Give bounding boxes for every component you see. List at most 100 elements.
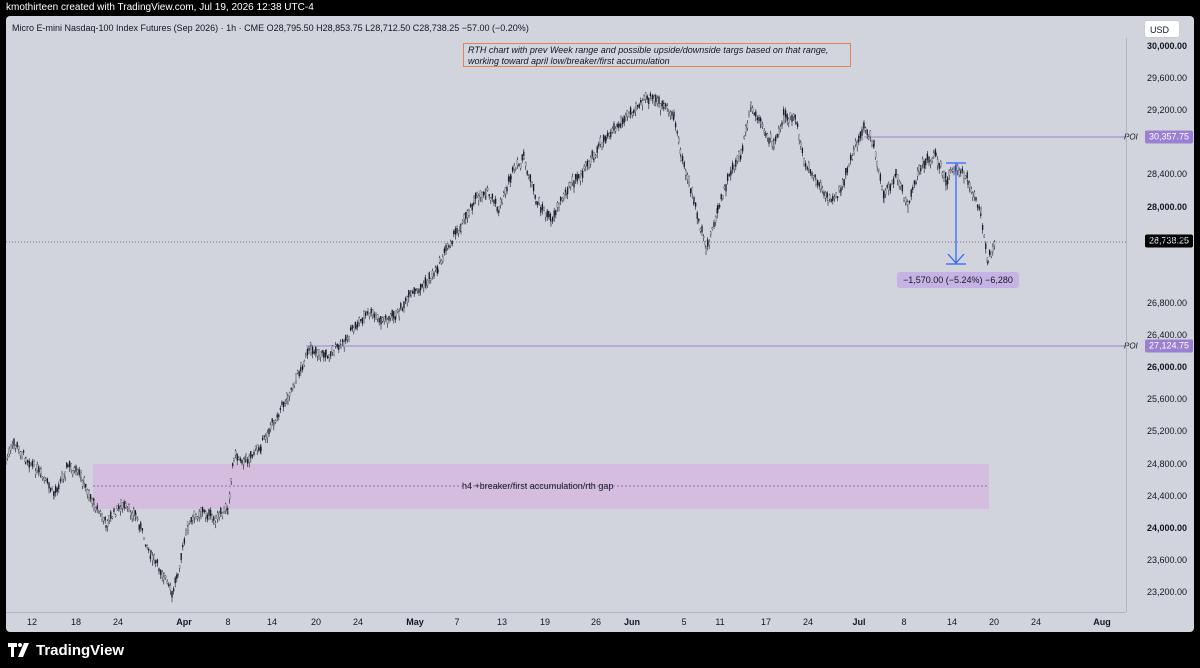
candle-body xyxy=(256,444,258,451)
candle-body xyxy=(183,538,186,544)
candle-body xyxy=(646,95,648,100)
chart-panel[interactable]: Micro E-mini Nasdaq-100 Index Futures (S… xyxy=(6,16,1194,632)
candle-body xyxy=(720,194,722,200)
candle-body xyxy=(51,486,53,489)
candle-body xyxy=(300,362,302,368)
candle-body xyxy=(232,463,234,467)
candle-body xyxy=(227,509,229,513)
candle-body xyxy=(363,311,365,319)
candle-body xyxy=(169,585,172,591)
candle-body xyxy=(246,459,249,464)
candle-body xyxy=(341,339,344,343)
candle-body xyxy=(241,459,243,464)
candle-body xyxy=(800,141,802,147)
candle-body xyxy=(11,443,14,446)
candle-body xyxy=(506,186,508,192)
candle-body xyxy=(745,125,747,133)
footer-bar: TradingView xyxy=(0,632,1200,668)
candle-body xyxy=(266,432,269,438)
price-chart[interactable] xyxy=(6,16,1194,632)
candle-body xyxy=(585,162,587,167)
candle-body xyxy=(234,450,237,456)
candle-body xyxy=(529,174,532,182)
candle-body xyxy=(86,489,89,495)
candle-body xyxy=(36,464,38,471)
candle-body xyxy=(655,95,657,102)
candle-body xyxy=(696,212,698,219)
candle-body xyxy=(861,129,863,136)
time-axis[interactable]: 12 18 24 Apr 8 14 20 24 May 7 13 19 26 Jun 5 11 17 24 Jul 8… xyxy=(6,612,1126,632)
candle-body xyxy=(809,169,812,174)
candle-body xyxy=(668,111,670,114)
price-tick-label: 24,400.00 xyxy=(1146,490,1187,501)
candle-body xyxy=(848,163,850,167)
candle-body xyxy=(526,170,528,175)
poi-lower-text: POI xyxy=(1124,341,1138,351)
annotation-note[interactable]: RTH chart with prev Week range and possi… xyxy=(463,43,851,67)
candle-body xyxy=(827,200,829,203)
candle-body xyxy=(211,514,213,520)
candle-body xyxy=(661,101,663,107)
candle-body xyxy=(123,501,125,508)
candle-body xyxy=(468,210,470,216)
candle-body xyxy=(524,161,527,167)
candle-body xyxy=(313,351,315,354)
candle-body xyxy=(276,414,278,418)
candle-body xyxy=(945,179,947,186)
candle-body xyxy=(735,160,737,167)
candle-body xyxy=(481,192,483,199)
candle-body xyxy=(658,96,660,104)
candle-body xyxy=(738,151,740,158)
candle-body xyxy=(53,491,55,496)
candle-body xyxy=(988,249,991,255)
price-axis[interactable]: 30,357.75 28,738.25 27,124.75 31,600.003… xyxy=(1126,38,1194,612)
candle-body xyxy=(644,92,647,100)
candle-body xyxy=(568,182,570,187)
candle-body xyxy=(538,197,540,204)
candle-body xyxy=(543,207,545,211)
candle-body xyxy=(442,256,444,262)
candle-body xyxy=(308,347,310,351)
candle-body xyxy=(456,228,458,234)
time-tick-label: 20 xyxy=(988,617,1000,627)
candle-body xyxy=(625,113,627,118)
candle-body xyxy=(933,152,935,157)
candle-body xyxy=(876,160,878,167)
candle-body xyxy=(385,315,387,320)
price-tick-label: 26,800.00 xyxy=(1146,297,1187,308)
candle-body xyxy=(835,192,837,197)
candle-body xyxy=(760,120,762,125)
candle-body xyxy=(946,177,949,185)
candle-body xyxy=(725,184,727,192)
candle-body xyxy=(290,387,292,390)
candle-body xyxy=(345,335,347,342)
candle-body xyxy=(6,457,7,463)
tradingview-logo[interactable]: TradingView xyxy=(8,640,124,660)
candle-body xyxy=(129,511,132,516)
candle-body xyxy=(570,182,572,188)
candle-body xyxy=(104,517,106,521)
time-tick-label: 8 xyxy=(901,617,907,627)
candle-body xyxy=(840,187,842,192)
candle-body xyxy=(903,198,905,201)
candle-body xyxy=(465,212,467,220)
candle-body xyxy=(523,155,525,159)
candle-body xyxy=(918,164,920,173)
price-tick-label: 30,000.00 xyxy=(1146,40,1187,51)
candle-body xyxy=(565,193,567,196)
candle-body xyxy=(176,575,178,579)
candle-body xyxy=(820,182,822,190)
candle-body xyxy=(806,166,808,170)
candle-body xyxy=(426,279,429,286)
candle-body xyxy=(400,303,402,309)
candle-body xyxy=(98,510,100,513)
candle-body xyxy=(920,166,922,168)
candle-body xyxy=(83,477,85,484)
candle-body xyxy=(200,507,202,515)
candle-body xyxy=(691,187,693,194)
candle-body xyxy=(761,124,764,127)
candle-body xyxy=(779,126,782,130)
currency-button[interactable]: USD xyxy=(1144,20,1180,38)
candle-body xyxy=(521,154,523,161)
candle-body xyxy=(886,185,888,188)
